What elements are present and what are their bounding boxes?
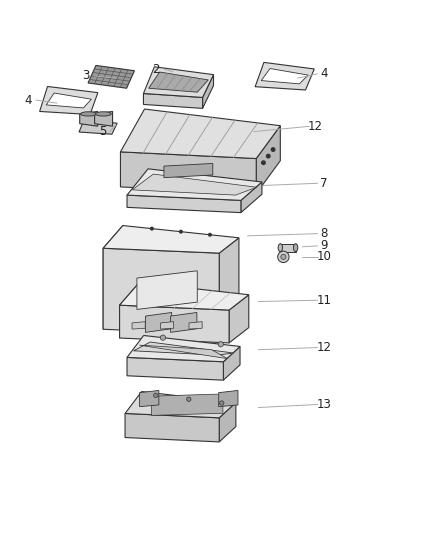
Polygon shape — [95, 111, 113, 126]
Polygon shape — [127, 195, 241, 213]
Polygon shape — [103, 225, 239, 253]
Polygon shape — [140, 391, 159, 407]
Text: 2: 2 — [152, 63, 159, 76]
Polygon shape — [80, 111, 98, 126]
Ellipse shape — [278, 244, 283, 252]
Polygon shape — [127, 358, 223, 380]
Polygon shape — [164, 164, 213, 177]
Polygon shape — [171, 312, 197, 333]
Text: 8: 8 — [321, 227, 328, 240]
Polygon shape — [152, 394, 223, 415]
Polygon shape — [125, 392, 236, 418]
Polygon shape — [132, 321, 145, 329]
Ellipse shape — [293, 244, 298, 252]
Text: 4: 4 — [320, 67, 328, 80]
Text: 4: 4 — [25, 94, 32, 107]
Circle shape — [187, 397, 191, 401]
Circle shape — [266, 155, 270, 158]
Polygon shape — [137, 271, 197, 310]
Polygon shape — [79, 119, 117, 134]
Polygon shape — [202, 75, 214, 108]
Text: 12: 12 — [308, 120, 323, 133]
Polygon shape — [256, 126, 280, 193]
Text: 9: 9 — [320, 239, 328, 253]
Polygon shape — [219, 391, 238, 407]
Polygon shape — [103, 248, 219, 334]
Polygon shape — [46, 93, 91, 108]
Polygon shape — [143, 67, 214, 98]
Polygon shape — [120, 109, 280, 158]
Circle shape — [180, 230, 182, 233]
Polygon shape — [134, 342, 233, 355]
Text: 12: 12 — [317, 341, 332, 354]
Polygon shape — [223, 346, 240, 380]
Text: 10: 10 — [317, 251, 332, 263]
Polygon shape — [120, 282, 249, 310]
Polygon shape — [219, 402, 236, 442]
Polygon shape — [127, 169, 262, 200]
Polygon shape — [229, 295, 249, 343]
Circle shape — [271, 148, 275, 151]
Text: 5: 5 — [99, 125, 106, 138]
Text: 11: 11 — [317, 294, 332, 306]
Polygon shape — [127, 335, 240, 362]
Polygon shape — [39, 86, 98, 115]
Polygon shape — [189, 321, 202, 329]
Circle shape — [208, 233, 211, 236]
Polygon shape — [132, 174, 257, 195]
Text: 7: 7 — [320, 177, 328, 190]
Polygon shape — [139, 345, 228, 359]
Circle shape — [219, 401, 224, 405]
Polygon shape — [103, 225, 123, 329]
Circle shape — [154, 393, 158, 398]
Polygon shape — [280, 244, 296, 252]
Polygon shape — [88, 66, 134, 88]
Polygon shape — [143, 93, 202, 108]
Polygon shape — [160, 321, 173, 329]
Polygon shape — [120, 152, 256, 193]
Text: 3: 3 — [82, 69, 89, 83]
Polygon shape — [120, 282, 139, 338]
Polygon shape — [149, 72, 208, 92]
Polygon shape — [120, 305, 229, 343]
Polygon shape — [261, 69, 308, 84]
Circle shape — [160, 335, 166, 340]
Circle shape — [278, 251, 289, 263]
Circle shape — [218, 342, 223, 347]
Polygon shape — [125, 414, 219, 442]
Polygon shape — [145, 312, 172, 333]
Polygon shape — [241, 182, 262, 213]
Ellipse shape — [95, 112, 111, 116]
Circle shape — [281, 254, 286, 260]
Ellipse shape — [81, 112, 96, 116]
Polygon shape — [219, 238, 239, 334]
Circle shape — [151, 227, 153, 230]
Text: 13: 13 — [317, 398, 332, 411]
Polygon shape — [255, 62, 314, 90]
Circle shape — [261, 161, 265, 165]
